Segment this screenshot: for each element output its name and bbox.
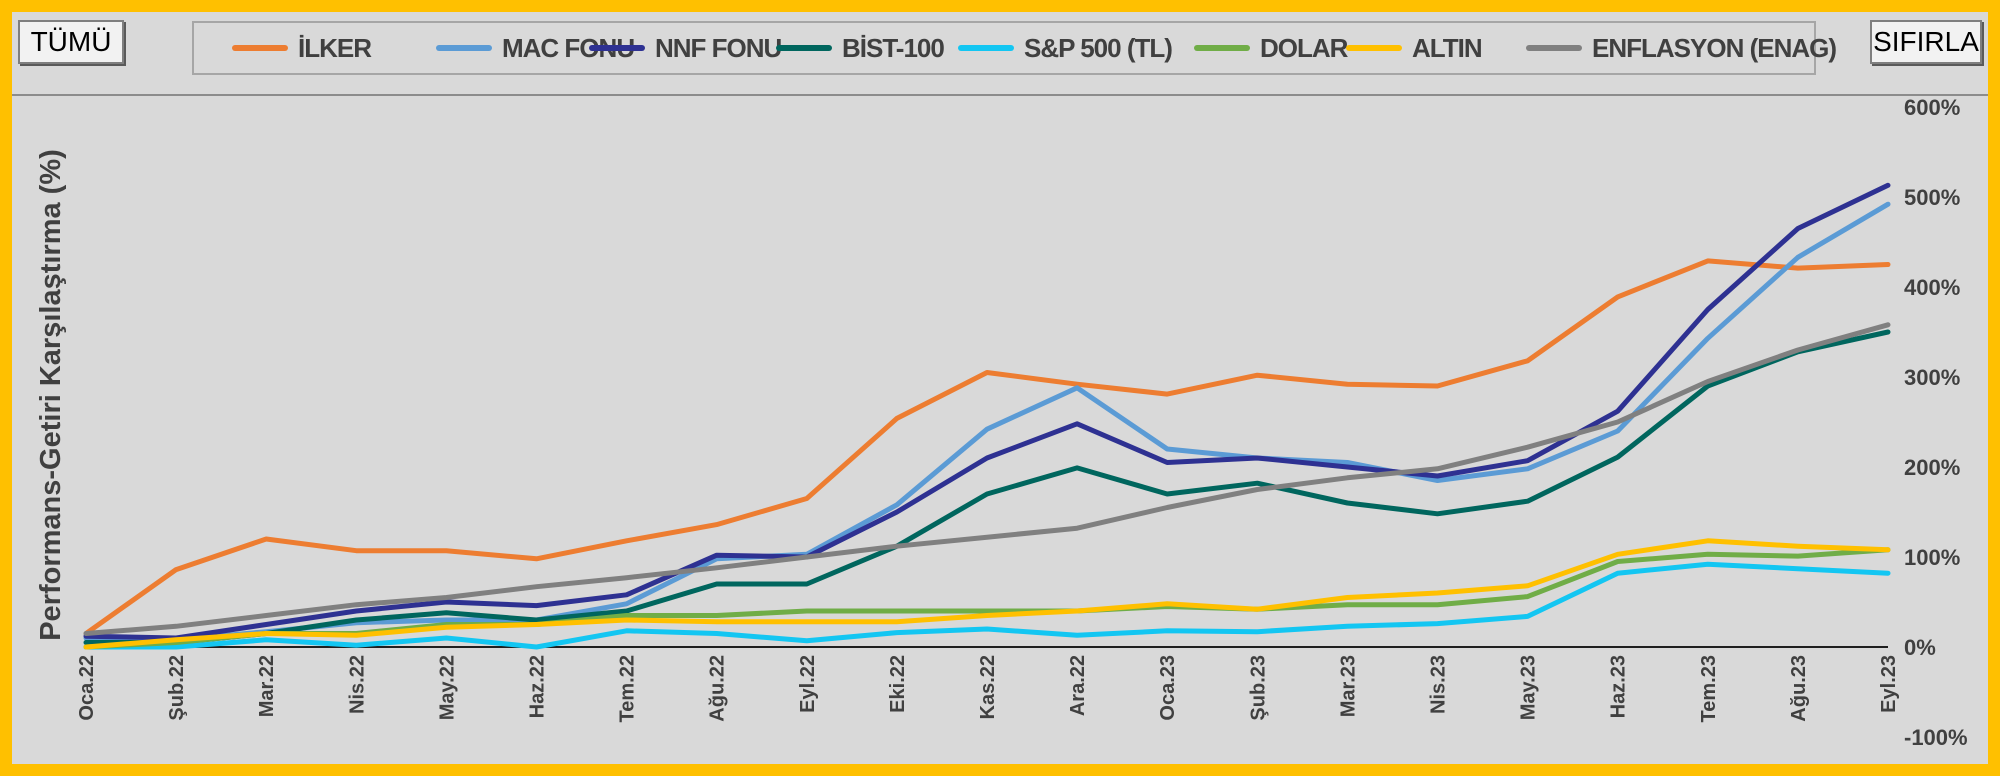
- x-tick-label: Kas.22: [977, 655, 999, 720]
- x-tick-label: Haz.23: [1608, 655, 1630, 718]
- y-tick-label: 100%: [1904, 545, 1960, 570]
- y-axis-label: Performans-Getiri Karşılaştırma (%): [35, 149, 67, 641]
- x-tick-label: Şub.22: [166, 655, 188, 721]
- y-tick-label: 300%: [1904, 365, 1960, 390]
- line-chart: Performans-Getiri Karşılaştırma (%) -100…: [35, 95, 1968, 750]
- x-tick-label: Nis.22: [346, 655, 368, 714]
- x-tick-label: Şub.23: [1247, 655, 1269, 721]
- series-line-2: [83, 182, 1891, 641]
- x-axis-ticks: Oca.22 Şub.22 Mar.22 Nis.22 May.22 Haz.22 Tem.…: [76, 655, 1900, 722]
- series-line-5: [83, 547, 1891, 650]
- legend-label: S&P 500 (TL): [1024, 32, 1173, 63]
- y-tick-label: 600%: [1904, 95, 1960, 120]
- x-tick-label: Tem.22: [617, 655, 639, 722]
- legend-item[interactable]: NNF FONU: [589, 23, 782, 73]
- legend-swatch: [436, 45, 492, 51]
- legend-swatch: [232, 45, 288, 51]
- legend-label: BİST-100: [842, 32, 945, 63]
- legend-swatch: [958, 45, 1014, 51]
- series-line-0: [83, 258, 1891, 636]
- legend-label: ALTIN: [1412, 32, 1483, 63]
- y-tick-label: 500%: [1904, 185, 1960, 210]
- legend-swatch: [1194, 45, 1250, 51]
- legend-label: ENFLASYON (ENAG): [1592, 32, 1837, 63]
- series-line-4: [83, 561, 1891, 650]
- x-tick-label: Haz.22: [527, 655, 549, 718]
- series-line-6: [83, 538, 1891, 650]
- x-tick-label: Eki.22: [887, 655, 909, 713]
- legend-swatch: [589, 45, 645, 51]
- x-tick-label: Ağu.23: [1788, 655, 1810, 722]
- x-tick-label: Mar.22: [256, 655, 278, 717]
- x-tick-label: Ara.22: [1067, 655, 1089, 716]
- legend-swatch: [776, 45, 832, 51]
- legend-item[interactable]: ALTIN: [1346, 23, 1483, 73]
- header-divider: [12, 94, 1988, 96]
- series-line-1: [83, 201, 1891, 643]
- legend-label: NNF FONU: [655, 32, 782, 63]
- x-tick-label: Eyl.23: [1878, 655, 1900, 713]
- legend-swatch: [1346, 45, 1402, 51]
- series-line-7: [83, 322, 1891, 636]
- legend-item[interactable]: BİST-100: [776, 23, 945, 73]
- x-tick-label: May.23: [1518, 655, 1540, 720]
- x-tick-label: Oca.23: [1157, 655, 1179, 721]
- legend-item[interactable]: İLKER: [232, 23, 372, 73]
- y-axis-ticks: -100% 0% 100% 200% 300% 400% 500% 600%: [1904, 95, 1968, 750]
- x-tick-label: Eyl.22: [797, 655, 819, 713]
- x-tick-label: May.22: [436, 655, 458, 720]
- y-tick-label: -100%: [1904, 725, 1968, 750]
- reset-button[interactable]: SIFIRLA: [1870, 20, 1982, 64]
- x-tick-label: Nis.23: [1428, 655, 1450, 714]
- x-tick-label: Mar.23: [1337, 655, 1359, 717]
- y-tick-label: 0%: [1904, 635, 1936, 660]
- chart-frame: Performans-Getiri Karşılaştırma (%) -100…: [12, 12, 1988, 764]
- series-lines: [83, 182, 1891, 650]
- legend-label: İLKER: [298, 32, 372, 63]
- y-tick-label: 400%: [1904, 275, 1960, 300]
- y-tick-label: 200%: [1904, 455, 1960, 480]
- legend-item[interactable]: ENFLASYON (ENAG): [1526, 23, 1837, 73]
- x-tick-label: Tem.23: [1698, 655, 1720, 722]
- chart-legend: İLKER MAC FONU NNF FONU BİST-100 S&P 500 (TL…: [192, 21, 1837, 75]
- x-tick-label: Ağu.22: [707, 655, 729, 722]
- legend-item[interactable]: DOLAR: [1194, 23, 1348, 73]
- x-tick-label: Oca.22: [76, 655, 98, 721]
- legend-swatch: [1526, 45, 1582, 51]
- legend-label: DOLAR: [1260, 32, 1348, 63]
- legend-item[interactable]: S&P 500 (TL): [958, 23, 1173, 73]
- series-line-3: [83, 329, 1891, 645]
- show-all-button[interactable]: TÜMÜ: [18, 20, 124, 64]
